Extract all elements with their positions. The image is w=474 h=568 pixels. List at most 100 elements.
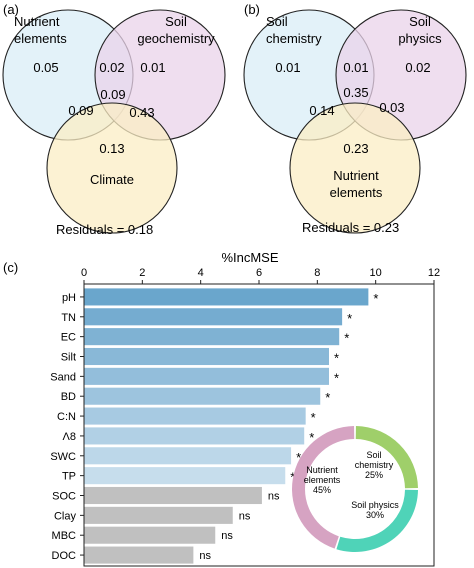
x-tick-label-2: 4: [198, 267, 204, 279]
significance-label-9: *: [290, 470, 295, 485]
bar-13: [84, 546, 194, 564]
donut-slice-1: [336, 489, 418, 553]
y-tick-label-12: MBC: [52, 530, 77, 542]
venn-b-set1-line1: Soil: [266, 14, 288, 29]
venn-a-circle-climate: [46, 102, 178, 234]
y-tick-label-0: pH: [62, 292, 76, 304]
significance-label-0: *: [373, 291, 378, 306]
x-tick-label-0: 0: [81, 267, 87, 279]
venn-a-only1: 0.05: [33, 60, 58, 75]
venn-a-r13: 0.09: [68, 103, 93, 118]
venn-b-set3-line2: elements: [330, 185, 383, 200]
venn-a-set3-line1: Climate: [90, 172, 134, 187]
x-tick-label-3: 6: [256, 267, 262, 279]
significance-label-2: *: [344, 331, 349, 346]
y-axis: pH TN EC Silt Sand BD C:N Λ8 SWC TP SOC Clay MBC DOC: [50, 292, 84, 562]
x-axis: 0 2 4 6 8 10 12: [81, 267, 440, 284]
panel-c-label: (c): [3, 260, 18, 275]
donut-label-0-2: 25%: [365, 470, 383, 480]
venn-b-only2: 0.02: [405, 60, 430, 75]
donut-slice-2: [292, 426, 355, 549]
y-tick-label-11: Clay: [54, 510, 77, 522]
importance-chart: (c) %IncMSE 0 2 4 6 8 10 12 pH TN EC Silt Sand BD C:…: [3, 250, 440, 567]
venn-a-set1-line1: Nutrient: [14, 14, 60, 29]
venn-b-set1-line2: chemistry: [266, 31, 322, 46]
significance-label-1: *: [347, 311, 352, 326]
y-tick-label-6: C:N: [57, 411, 76, 423]
y-tick-label-4: Sand: [50, 371, 76, 383]
bar-3: [84, 347, 329, 366]
y-tick-label-9: TP: [62, 471, 76, 483]
panel-b-label: (b): [244, 2, 260, 17]
venn-a-set2-line2: geochemistry: [137, 31, 215, 46]
x-tick-label-1: 2: [139, 267, 145, 279]
panel-a-label: (a): [3, 2, 19, 17]
y-tick-label-1: TN: [61, 312, 76, 324]
donut-label-2-1: elements: [304, 475, 341, 485]
venn-b-only1: 0.01: [275, 60, 300, 75]
venn-b-r123: 0.35: [343, 85, 368, 100]
chart-title: %IncMSE: [221, 250, 278, 265]
significance-label-3: *: [334, 351, 339, 366]
venn-b-r13: 0.14: [309, 103, 334, 118]
venn-b-r12: 0.01: [343, 60, 368, 75]
donut-label-1-1: 30%: [366, 510, 384, 520]
significance-label-4: *: [334, 370, 339, 385]
plot-frame: [83, 283, 435, 567]
donut-label-0-0: Soil: [366, 450, 381, 460]
y-tick-label-7: Λ8: [63, 431, 76, 443]
venn-a-set2-line1: Soil: [165, 14, 187, 29]
bar-8: [84, 447, 292, 465]
bar-7: [84, 427, 305, 445]
venn-a-residuals: Residuals = 0.18: [56, 222, 153, 237]
bar-4: [84, 367, 329, 385]
venn-a-only3: 0.13: [99, 141, 124, 156]
venn-b: (b) Soil chemistry Soil physics Nutrient…: [243, 2, 467, 235]
significance-label-10: ns: [268, 491, 280, 503]
bar-0: [84, 288, 369, 306]
x-tick-label-4: 8: [314, 267, 320, 279]
bar-11: [84, 506, 233, 524]
donut-label-1-0: Soil physics: [351, 500, 399, 510]
donut-label-2-0: Nutrient: [306, 465, 338, 475]
y-tick-label-10: SOC: [52, 491, 76, 503]
y-tick-label-13: DOC: [52, 550, 77, 562]
significance-label-11: ns: [239, 510, 251, 522]
significance-label-6: *: [311, 410, 316, 425]
venn-b-residuals: Residuals = 0.23: [302, 220, 399, 235]
significance-label-5: *: [325, 390, 330, 405]
bar-12: [84, 526, 216, 544]
x-tick-label-5: 10: [370, 267, 382, 279]
bar-9: [84, 467, 286, 485]
donut-slice-0: [355, 426, 418, 489]
venn-a-set1-line2: elements: [14, 31, 67, 46]
venn-a-r23: 0.43: [129, 105, 154, 120]
bar-5: [84, 387, 321, 405]
venn-b-set2-line2: physics: [398, 31, 442, 46]
bar-1: [84, 308, 343, 326]
significance-label-8: *: [296, 450, 301, 465]
y-tick-label-5: BD: [61, 391, 76, 403]
x-tick-label-6: 12: [428, 267, 440, 279]
significance-label-13: ns: [199, 550, 211, 562]
y-tick-label-3: Silt: [61, 352, 76, 364]
bar-2: [84, 328, 340, 346]
venn-b-set2-line1: Soil: [409, 14, 431, 29]
venn-a: (a) Nutrient elements Soil geochemistry …: [2, 2, 226, 237]
venn-b-only3: 0.23: [343, 141, 368, 156]
donut-label-0-1: chemistry: [355, 460, 394, 470]
bar-10: [84, 486, 262, 505]
venn-b-set3-line1: Nutrient: [333, 168, 379, 183]
donut-label-2-2: 45%: [313, 485, 331, 495]
significance-label-12: ns: [221, 530, 233, 542]
y-tick-label-2: EC: [61, 332, 76, 344]
y-tick-label-8: SWC: [50, 451, 76, 463]
bar-6: [84, 407, 306, 425]
venn-a-r12: 0.02: [99, 60, 124, 75]
venn-b-circle-nutrient: [289, 102, 421, 234]
venn-a-r123: 0.09: [100, 87, 125, 102]
significance-label-7: *: [309, 430, 314, 445]
